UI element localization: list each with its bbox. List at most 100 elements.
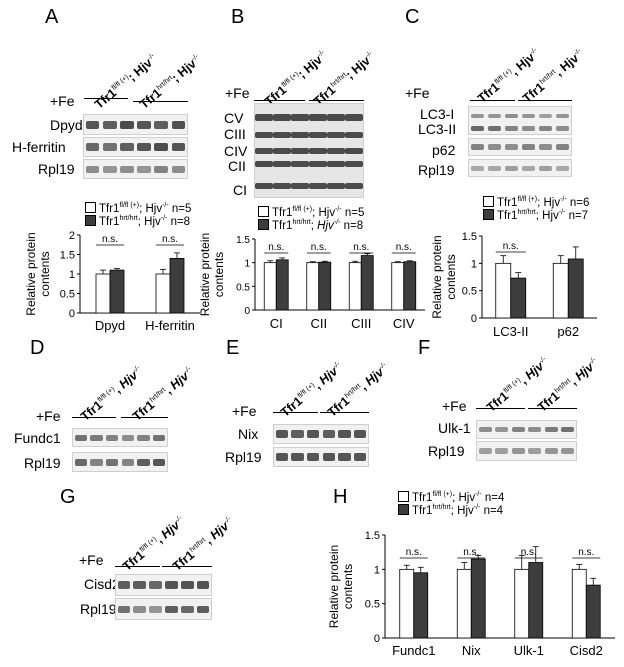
band <box>74 434 88 441</box>
bar <box>360 255 374 311</box>
blot-rpl19-f <box>476 441 577 461</box>
legend-swatch-ctrl <box>398 491 409 502</box>
y-axis-label-line2: contents <box>38 251 52 296</box>
band <box>291 161 309 168</box>
band <box>504 165 519 171</box>
band <box>149 581 162 589</box>
group-line-ctrl <box>115 566 160 567</box>
x-tick-label: CI <box>270 316 283 331</box>
band <box>327 182 345 189</box>
bar <box>391 262 405 311</box>
band <box>555 114 570 119</box>
bar <box>399 568 415 639</box>
y-tick-label: 2 <box>69 230 75 242</box>
band <box>255 131 273 138</box>
x-tick-label: LC3-II <box>493 324 528 338</box>
band <box>255 114 273 122</box>
group-line-hrt <box>309 100 364 101</box>
bar <box>413 572 429 639</box>
band <box>105 434 119 441</box>
annotation-ns: n.s. <box>162 234 178 245</box>
band <box>544 427 558 432</box>
group-line-ctrl <box>84 98 128 99</box>
blot-label-rpl19-a: Rpl19 <box>38 161 75 177</box>
bar <box>348 262 362 311</box>
group-line-hrt <box>162 566 212 567</box>
bar <box>456 568 472 639</box>
band <box>255 161 273 168</box>
blot-label-nix: Nix <box>238 426 259 442</box>
y-axis-label-line1: Relative protein <box>327 545 341 628</box>
band <box>102 120 117 129</box>
x-tick-label: Dpyd <box>95 318 125 333</box>
band <box>165 581 178 589</box>
y-tick-label: 1.5 <box>236 235 250 246</box>
band <box>273 131 291 138</box>
blot-label-lc3-i: LC3-I <box>420 106 455 122</box>
bar <box>95 273 111 314</box>
blot-label-ciii: CIII <box>224 126 246 142</box>
band <box>521 125 536 131</box>
bar <box>318 261 332 311</box>
fe-label-a: +Fe <box>50 93 75 109</box>
band <box>345 131 363 138</box>
band <box>470 165 485 171</box>
bar <box>306 262 320 311</box>
y-tick-label: 0.5 <box>365 599 380 611</box>
y-axis-label-line1: Relative protein <box>24 232 38 315</box>
band <box>353 430 367 438</box>
y-tick-label: 1.5 <box>365 530 380 542</box>
bar <box>109 269 125 314</box>
blot-ulk-1 <box>476 420 577 439</box>
band <box>470 114 485 119</box>
blot-label-fundc1: Fundc1 <box>14 430 61 446</box>
legend-n-hrt: n=7 <box>568 210 589 222</box>
bar <box>585 584 601 639</box>
band <box>180 581 194 589</box>
band <box>275 430 289 438</box>
band <box>345 182 363 189</box>
band <box>171 165 186 173</box>
band <box>504 144 519 150</box>
group-line-hrt <box>518 100 572 101</box>
band <box>291 453 304 461</box>
panel-label-a: A <box>45 6 59 28</box>
band <box>121 434 135 441</box>
band <box>327 131 345 138</box>
bar <box>263 262 277 311</box>
panel-label-h: H <box>333 486 348 508</box>
blot-label-rpl19-g: Rpl19 <box>80 601 117 617</box>
legend-b: Tfr1fl/fl (+); Hjv-/- n=5 Tfr1hrt/hrt; H… <box>258 206 364 232</box>
group-line-ctrl <box>470 100 515 101</box>
band <box>117 581 131 589</box>
legend-swatch-ctrl <box>258 206 269 217</box>
bar <box>528 562 544 639</box>
band <box>538 125 553 131</box>
panel-label-d: D <box>30 337 45 359</box>
band <box>291 430 304 438</box>
y-axis-label-line1: Relative protein <box>200 233 212 316</box>
y-tick-label: 1 <box>244 259 250 270</box>
legend-n-ctrl: n=4 <box>484 492 505 504</box>
band <box>149 605 162 613</box>
annotation-ns: n.s. <box>578 547 594 558</box>
chart-h: Relative proteincontents 0 0.5 1 1.5 Fundc1 n.… <box>327 530 615 658</box>
band <box>561 448 575 454</box>
group-line-hrt <box>121 417 168 418</box>
y-axis-label: Relative proteincontents <box>24 232 52 315</box>
bar <box>514 568 530 639</box>
band <box>555 144 570 150</box>
x-tick-label: CIV <box>393 316 415 331</box>
annotation-ns: n.s. <box>102 234 118 245</box>
band <box>521 165 536 171</box>
y-tick-label: 0 <box>244 306 250 317</box>
fe-label-f: +Fe <box>442 398 467 414</box>
band <box>521 114 536 119</box>
band <box>345 161 363 168</box>
band <box>171 143 186 151</box>
band <box>137 165 151 173</box>
blot-label-cv: CV <box>224 110 244 126</box>
band <box>538 165 553 171</box>
bar <box>571 568 587 639</box>
band <box>152 434 166 441</box>
